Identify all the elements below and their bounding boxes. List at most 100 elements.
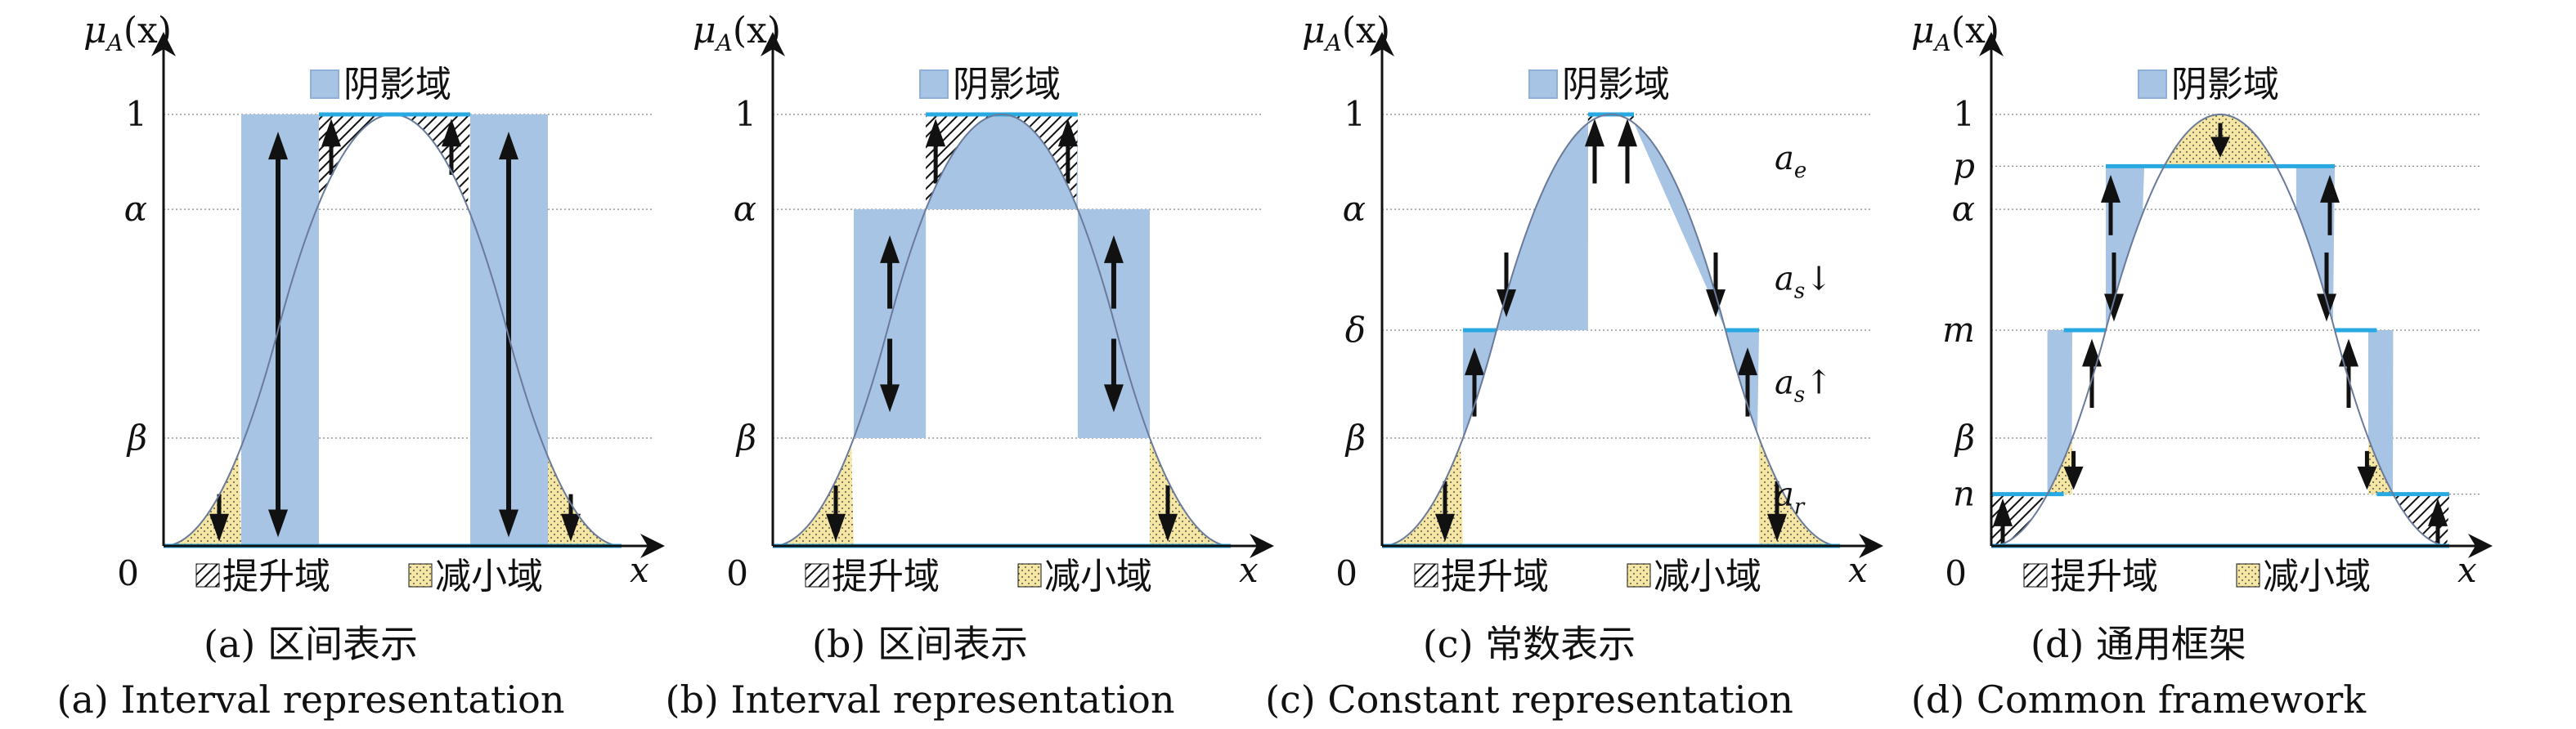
legend-shadow-label: 阴影域 (1562, 64, 1670, 105)
legend-reduce-label: 减小域 (2263, 556, 2371, 597)
raise-arrow-4-head (1618, 119, 1637, 147)
legend-reduce-swatch (2236, 563, 2260, 588)
legend-raise-label: 提升域 (222, 556, 330, 597)
y-tick-label: α (1343, 189, 1366, 229)
y-axis-label-sub: A (1932, 29, 1951, 56)
side-label-sub: s (1794, 280, 1805, 304)
y-axis-label: μA(x) (83, 10, 172, 56)
y-tick-label: α (124, 189, 147, 229)
legend-shadow-label: 阴影域 (2171, 64, 2279, 105)
side-label-sub: r (1794, 495, 1806, 520)
y-axis-label-sub: A (714, 29, 733, 56)
y-axis-label-mu: μ (83, 10, 107, 51)
x-axis-label: x (630, 550, 649, 590)
legend-shadow-swatch (919, 69, 949, 99)
y-tick-label: δ (1345, 310, 1366, 350)
reduce-arrow-4-head (1767, 513, 1788, 542)
reduce-arrow-1-head (268, 509, 288, 538)
side-label-arrow: ↑ (1805, 364, 1833, 401)
legend-reduce-swatch (1627, 563, 1651, 588)
y-tick-label: β (1954, 418, 1975, 458)
side-label-sub: s (1794, 382, 1805, 407)
side-label-main: a (1775, 140, 1794, 177)
reduce-arrow-5-head (2210, 136, 2230, 158)
reduce-arrow-3-head (1434, 513, 1455, 542)
reduce-arrow-4-head (1158, 513, 1178, 542)
caption-en: (d) Common framework (1911, 678, 2367, 722)
legend-reduce-swatch (408, 563, 433, 588)
side-label-main: a (1775, 364, 1794, 401)
legend-raise-swatch (805, 563, 829, 588)
reduce-region-left (2047, 439, 2072, 494)
side-label: as↑ (1775, 364, 1833, 407)
shadow-region-3 (1497, 114, 1588, 330)
side-label-main: a (1775, 476, 1794, 514)
y-axis-label: μA(x) (693, 10, 781, 56)
membership-curve (1990, 113, 2450, 547)
raise-arrow-2-head (1103, 235, 1124, 263)
raise-arrow-2-head (499, 132, 518, 160)
reduce-arrow-2-head (1103, 384, 1124, 413)
reduce-region-left (164, 452, 241, 546)
y-axis-label-mu: μ (1911, 10, 1935, 51)
y-tick-label: m (1942, 310, 1975, 350)
raise-arrow-1-head (1464, 347, 1484, 376)
reduce-region-right (1150, 438, 1229, 546)
raise-arrow-2-head (2428, 498, 2448, 526)
reduce-arrow-3-head (209, 513, 229, 542)
reduce-arrow-3-head (2104, 293, 2124, 322)
origin-label: 0 (726, 553, 748, 593)
origin-label: 0 (1335, 553, 1358, 593)
legend-raise-label: 提升域 (2050, 556, 2158, 597)
reduce-region-right (2368, 438, 2394, 494)
y-tick-label: 1 (1344, 94, 1366, 134)
raise-arrow-3-head (2081, 338, 2102, 367)
x-axis-label: x (1239, 550, 1259, 590)
legend-raise-label: 提升域 (1441, 556, 1549, 597)
reduce-region-right (548, 456, 620, 546)
reduce-arrow-1-head (880, 384, 900, 413)
y-axis-label-sub: A (105, 29, 123, 56)
legend-raise-swatch (2023, 563, 2048, 588)
caption-cn: (b) 区间表示 (812, 622, 1028, 666)
legend-reduce-label: 减小域 (1044, 556, 1152, 597)
y-tick-label: 1 (734, 94, 756, 134)
side-label-sub: e (1794, 159, 1806, 183)
shadow-region-4 (1634, 123, 1726, 330)
membership-curve (772, 113, 1232, 547)
y-axis-label-mu: μ (1302, 10, 1326, 51)
reduce-arrow-1-head (1497, 289, 1516, 318)
y-axis-label-arg: (x) (733, 10, 781, 51)
reduce-arrow-2-head (2357, 466, 2377, 490)
y-axis-label-arg: (x) (1951, 10, 1999, 51)
raise-arrow-4-head (1057, 119, 1078, 147)
side-label-main: a (1775, 261, 1794, 298)
caption-cn: (d) 通用框架 (2031, 622, 2246, 666)
raise-arrow-5-head (2101, 174, 2120, 203)
raise-region-right (393, 114, 470, 208)
y-tick-label: α (1952, 189, 1975, 229)
raise-arrow-1-head (880, 235, 900, 263)
legend-shadow-swatch (310, 69, 339, 99)
raise-arrow-3-head (321, 119, 341, 147)
reduce-arrow-4-head (2317, 293, 2336, 322)
y-tick-label: p (1953, 145, 1975, 186)
reduce-arrow-1-head (2063, 466, 2084, 490)
side-label: ar (1775, 476, 1806, 520)
y-axis-label-arg: (x) (1342, 10, 1390, 51)
y-tick-label: β (1344, 418, 1366, 458)
legend-shadow-swatch (1528, 69, 1558, 99)
membership-curve (1381, 113, 1841, 547)
raise-arrow-3-head (926, 119, 946, 147)
side-label: as↓ (1775, 261, 1833, 304)
y-tick-label: α (734, 189, 756, 229)
caption-cn: (a) 区间表示 (204, 622, 418, 666)
raise-arrow-4-head (442, 119, 461, 147)
legend-raise-label: 提升域 (832, 556, 940, 597)
reduce-arrow-4-head (561, 513, 581, 542)
legend-shadow-swatch (2138, 69, 2167, 99)
